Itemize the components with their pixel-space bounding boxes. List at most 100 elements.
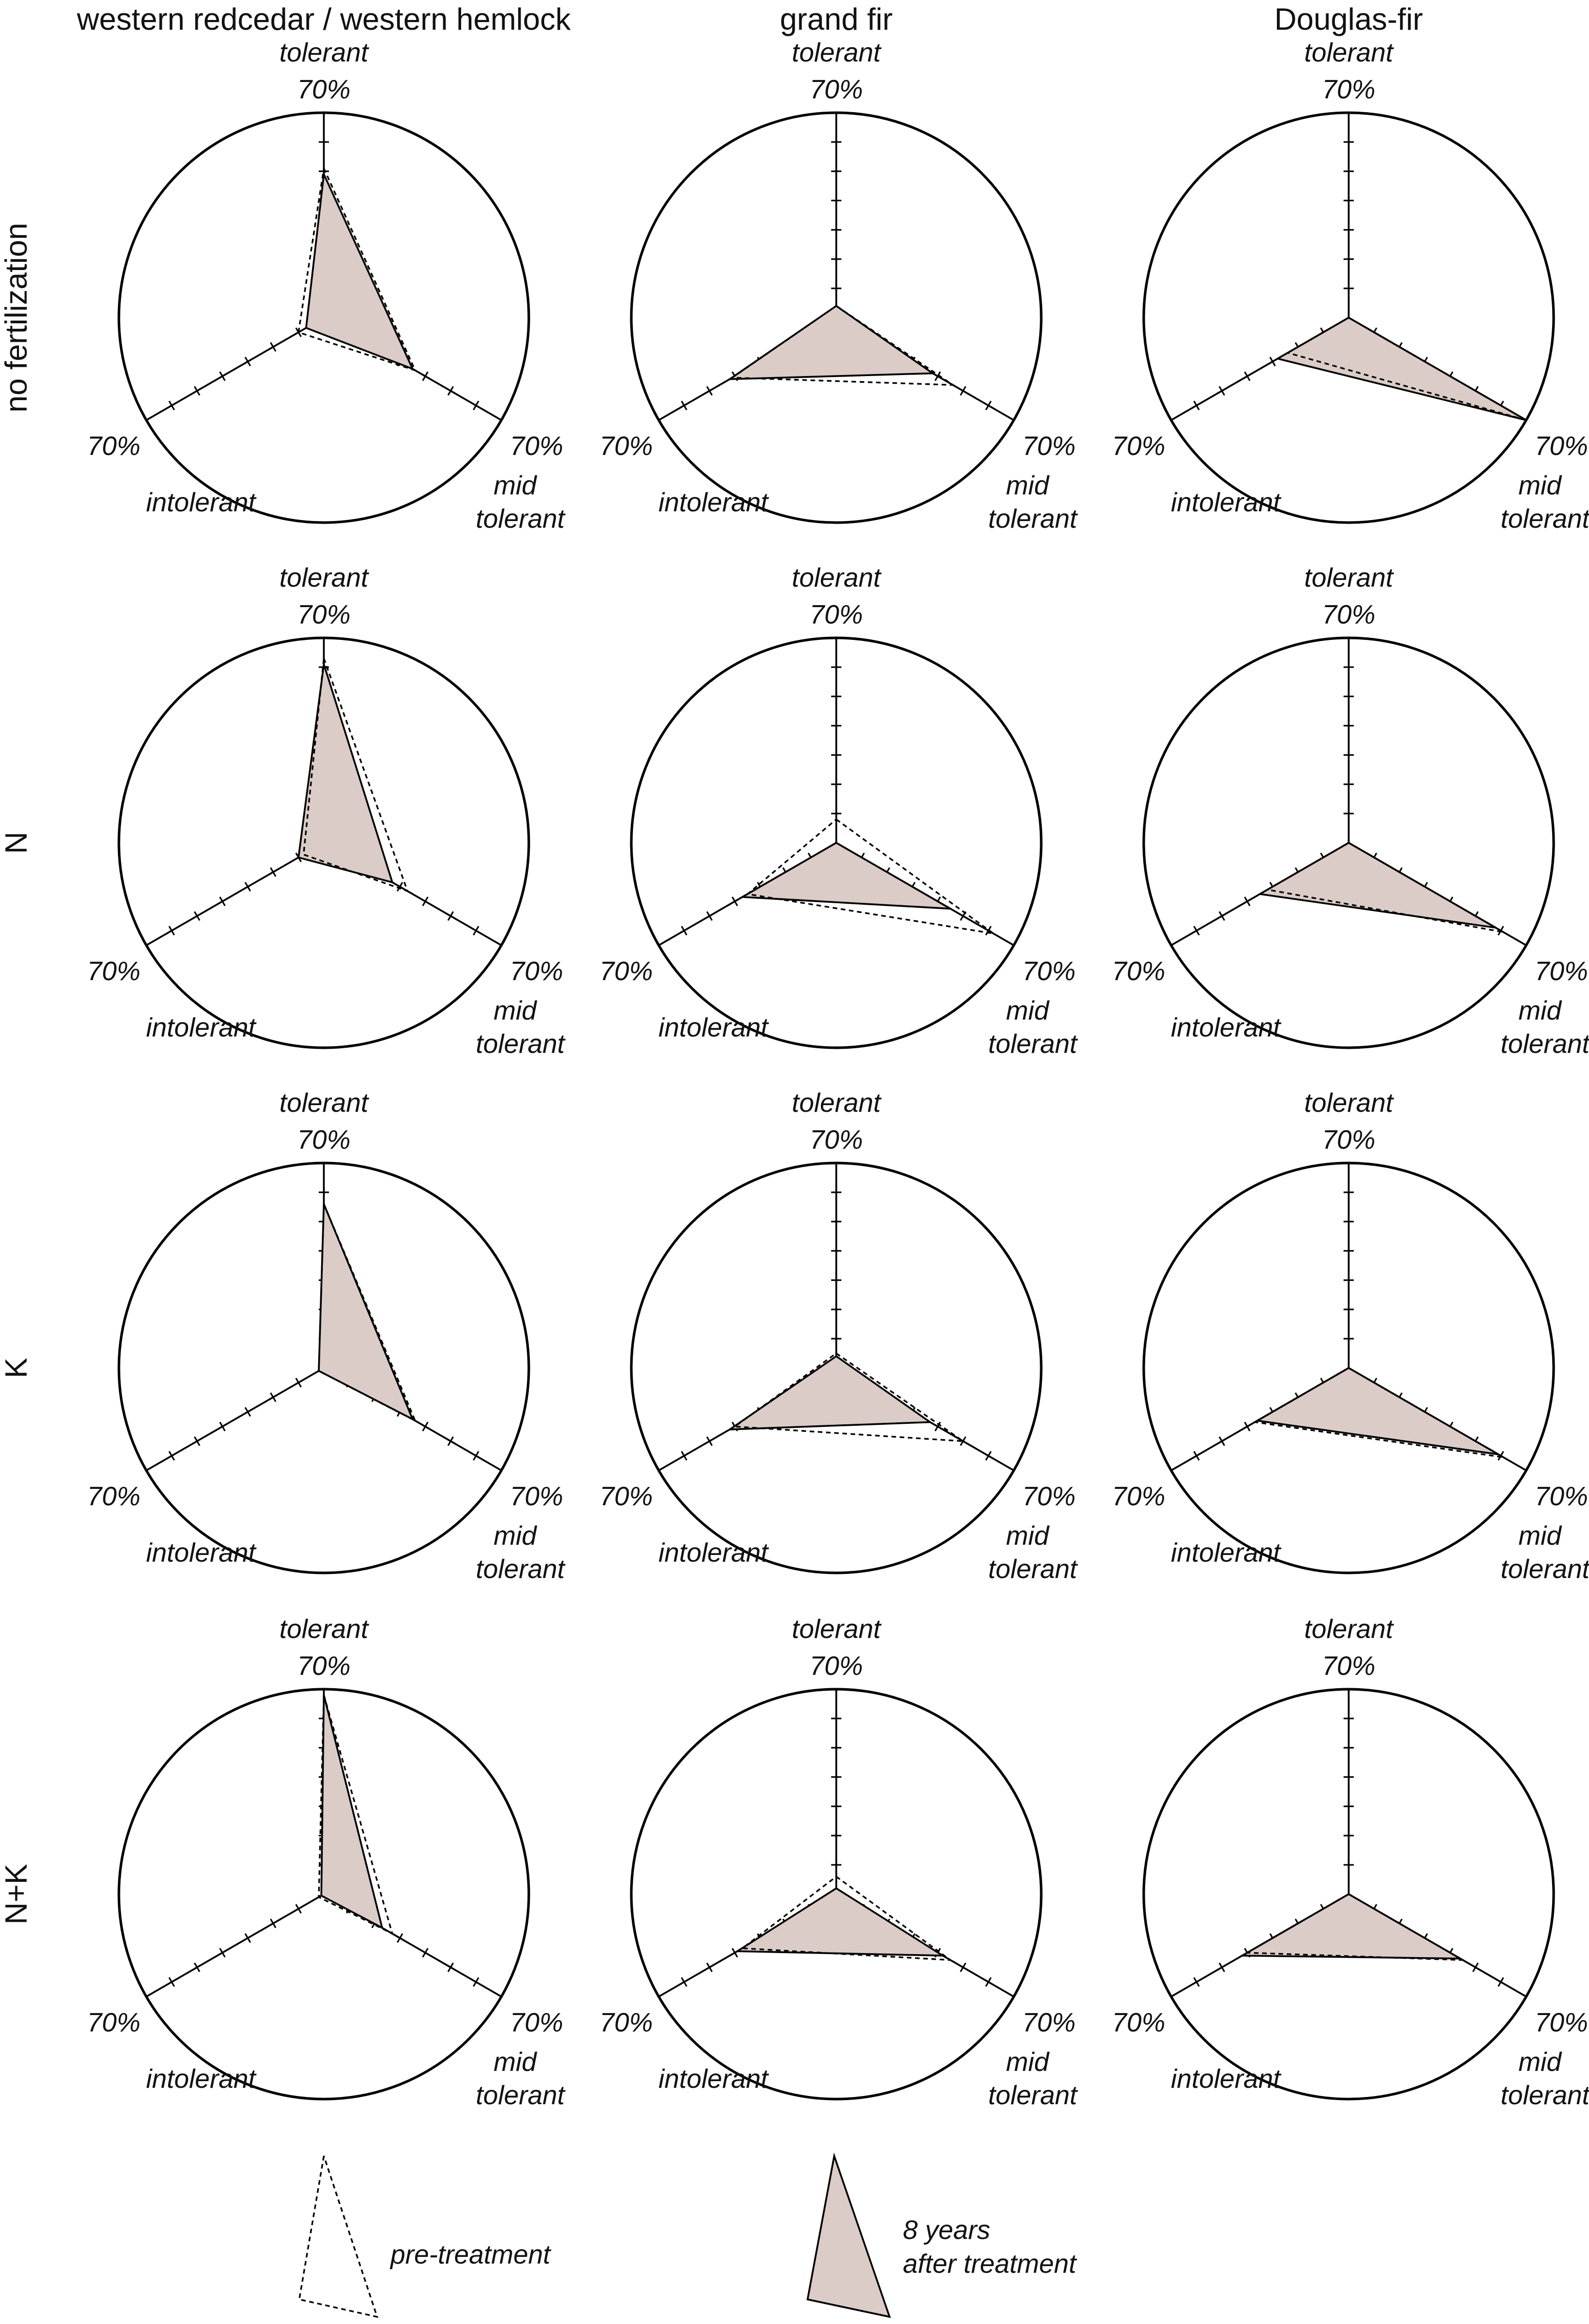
axis-label-intolerant: intolerant: [146, 1538, 257, 1568]
axis-label-mid-tolerant-line2: tolerant: [476, 504, 566, 534]
series-pre-treatment-polygon: [318, 1204, 417, 1423]
radar-tick-intolerant-20: [270, 342, 277, 352]
radar-axis-intolerant: [146, 842, 324, 946]
axis-max-mid-tolerant: 70%: [1535, 2008, 1588, 2038]
series-pre-treatment-polygon: [1286, 317, 1527, 421]
axis-label-intolerant: intolerant: [1171, 1538, 1282, 1568]
series-pre-treatment-polygon: [297, 165, 417, 372]
axis-max-mid-tolerant: 70%: [510, 2008, 563, 2038]
axis-max-mid-tolerant: 70%: [1535, 1482, 1588, 1511]
radar-tick-intolerant-50: [1219, 1962, 1225, 1973]
axis-label-mid-tolerant-line1: mid: [1518, 1521, 1562, 1551]
axis-label-mid-tolerant-line2: tolerant: [1501, 504, 1589, 534]
radar-tick-intolerant-40: [219, 896, 226, 906]
column-title-western-redcedar-western-hemlock: western redcedar / western hemlock: [76, 2, 571, 36]
radar-tick-intolerant-60: [1193, 1977, 1200, 1987]
radar-axis-intolerant: [146, 317, 324, 421]
series-post-treatment-polygon: [739, 841, 951, 910]
radar-tick-intolerant-60: [680, 1451, 688, 1461]
column-title-grand-fir: grand fir: [780, 2, 893, 36]
series-pre-treatment-polygon: [302, 658, 409, 893]
axis-max-intolerant: 70%: [87, 431, 140, 461]
axis-label-mid-tolerant-line2: tolerant: [988, 1029, 1079, 1059]
axis-max-mid-tolerant: 70%: [1022, 957, 1076, 986]
legend-post-label-line2: after treatment: [903, 2249, 1078, 2279]
radar-tick-mid-tolerant-60: [985, 1451, 992, 1461]
radar-tick-intolerant-60: [1193, 926, 1200, 936]
axis-label-tolerant: tolerant: [279, 1088, 369, 1118]
axis-max-tolerant: 70%: [810, 1651, 863, 1681]
axis-max-tolerant: 70%: [297, 75, 350, 105]
axis-max-mid-tolerant: 70%: [1535, 431, 1588, 461]
radar-tick-intolerant-50: [194, 386, 200, 396]
axis-label-tolerant: tolerant: [279, 563, 369, 593]
radar-tick-intolerant-60: [1193, 401, 1200, 410]
radar-tick-mid-tolerant-60: [1497, 1977, 1504, 1987]
radar-tick-intolerant-40: [219, 1421, 226, 1431]
radar-tick-intolerant-40: [1244, 1421, 1251, 1431]
radar-tick-intolerant-50: [706, 1962, 713, 1973]
axis-max-mid-tolerant: 70%: [1022, 2008, 1076, 2038]
radar-tick-mid-tolerant-50: [1472, 1962, 1479, 1973]
radar-tick-intolerant-40: [731, 1947, 738, 1958]
radar-tick-mid-tolerant-40: [422, 896, 429, 906]
series-post-treatment-polygon: [305, 171, 415, 371]
axis-max-intolerant: 70%: [1112, 431, 1165, 461]
axis-label-mid-tolerant-line1: mid: [1006, 996, 1050, 1026]
radar-tick-intolerant-50: [1219, 1436, 1225, 1446]
radar-tick-intolerant-20: [270, 867, 277, 877]
axis-label-mid-tolerant-line1: mid: [1006, 1521, 1050, 1551]
radar-tick-mid-tolerant-60: [985, 926, 992, 936]
radar-tick-intolerant-60: [168, 1977, 175, 1987]
radar-axis-intolerant: [146, 1893, 324, 1998]
column-titles: western redcedar / western hemlock grand …: [76, 2, 1423, 36]
radar-tick-mid-tolerant-40: [422, 1421, 429, 1431]
axis-max-intolerant: 70%: [1112, 2008, 1165, 2038]
radar-tick-mid-tolerant-50: [447, 1962, 454, 1973]
axis-max-tolerant: 70%: [1322, 1651, 1375, 1681]
row-title-n-k: N+K: [0, 1864, 33, 1924]
radar-tick-intolerant-50: [1219, 386, 1225, 396]
axis-label-tolerant: tolerant: [1304, 1088, 1394, 1118]
radar-tick-intolerant-20: [270, 1918, 277, 1928]
axis-label-tolerant: tolerant: [1304, 1614, 1394, 1644]
series-post-treatment-polygon: [727, 304, 936, 380]
row-titles: no fertilization N K N+K: [0, 223, 33, 1924]
series-pre-treatment-polygon: [1252, 1367, 1504, 1458]
radar-tick-mid-tolerant-30: [397, 882, 403, 892]
axis-label-mid-tolerant-line2: tolerant: [1501, 1554, 1589, 1584]
radar-tick-intolerant-30: [244, 1407, 251, 1417]
radar-tick-intolerant-40: [219, 371, 226, 381]
axis-max-intolerant: 70%: [600, 957, 653, 986]
radar-tick-intolerant-60: [168, 401, 175, 410]
axis-label-intolerant: intolerant: [1171, 2064, 1282, 2094]
radar-tick-intolerant-50: [706, 911, 713, 921]
radar-tick-intolerant-60: [168, 1451, 175, 1461]
radar-tick-mid-tolerant-60: [985, 1977, 992, 1987]
series-post-treatment-polygon: [318, 1204, 415, 1421]
axis-max-intolerant: 70%: [600, 431, 653, 461]
axis-label-mid-tolerant-line2: tolerant: [1501, 1029, 1589, 1059]
radar-tick-intolerant-40: [731, 896, 738, 906]
radar-tick-mid-tolerant-50: [960, 1436, 966, 1446]
legend-pre-swatch: [298, 2155, 379, 2318]
radar-tick-intolerant-20: [270, 1392, 277, 1402]
radar-tick-intolerant-60: [680, 1977, 688, 1987]
axis-max-tolerant: 70%: [1322, 600, 1375, 630]
radar-tick-intolerant-40: [1244, 371, 1251, 381]
series-post-treatment-polygon: [1257, 841, 1496, 929]
radar-tick-mid-tolerant-40: [934, 1421, 941, 1431]
radar-tick-mid-tolerant-50: [960, 1962, 966, 1973]
axis-max-intolerant: 70%: [1112, 1482, 1165, 1511]
axis-label-tolerant: tolerant: [792, 1088, 882, 1118]
axis-max-intolerant: 70%: [600, 2008, 653, 2038]
axis-label-mid-tolerant-line1: mid: [1518, 471, 1562, 501]
radar-tick-intolerant-60: [680, 926, 688, 936]
series-post-treatment-polygon: [1275, 316, 1527, 421]
axis-max-mid-tolerant: 70%: [1535, 957, 1588, 986]
radar-tick-intolerant-30: [244, 1933, 251, 1943]
axis-max-tolerant: 70%: [297, 600, 350, 630]
